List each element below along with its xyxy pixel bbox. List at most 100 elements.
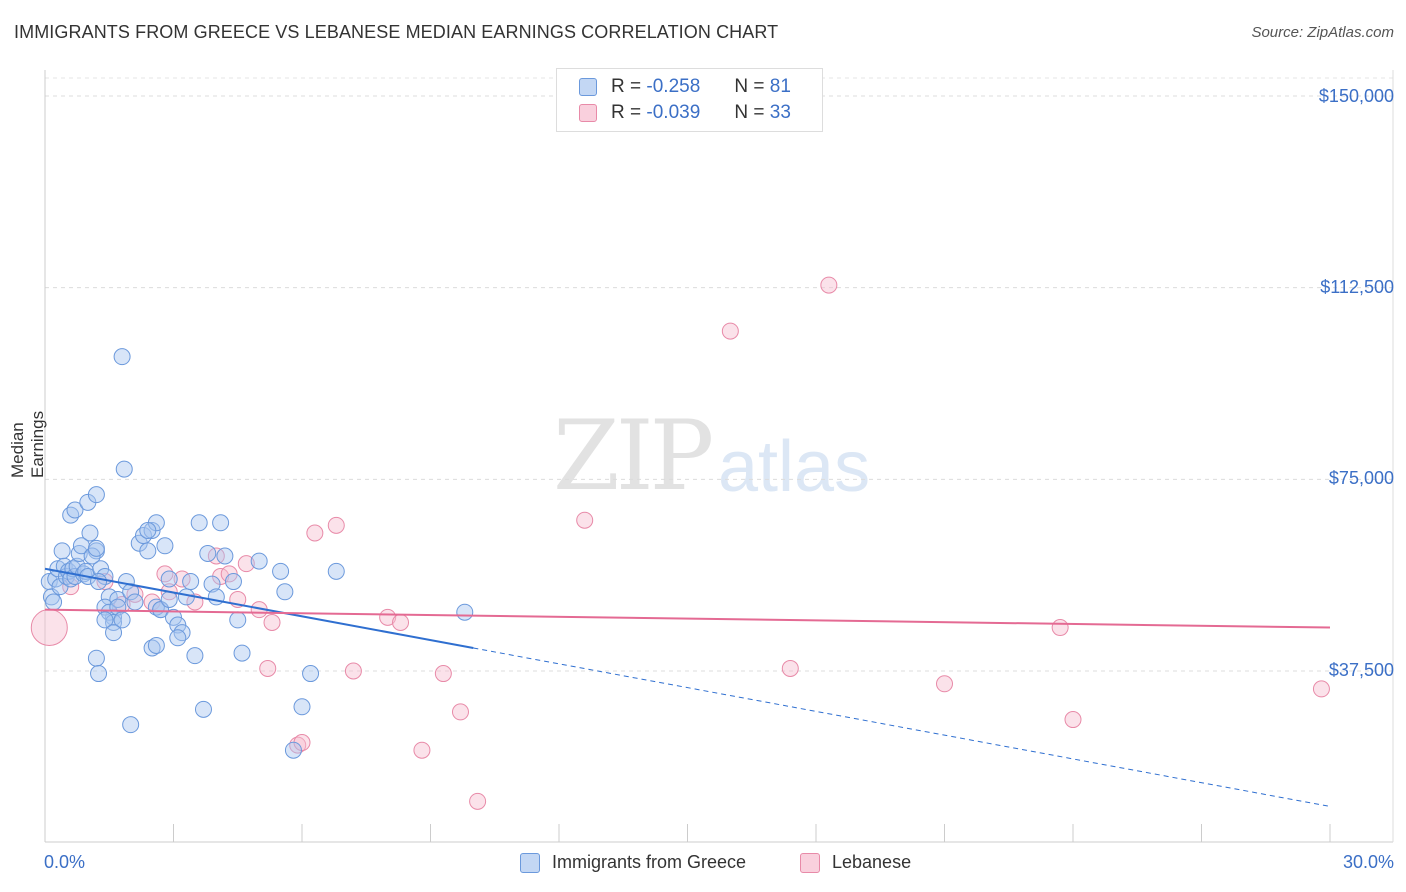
greece-point bbox=[327, 562, 345, 580]
watermark-atlas: atlas bbox=[718, 427, 871, 507]
greece-point bbox=[160, 590, 178, 608]
greece-point bbox=[302, 665, 320, 683]
greece-point bbox=[83, 547, 101, 565]
greece-point bbox=[160, 570, 178, 588]
lebanese-trend-line bbox=[44, 608, 1331, 629]
greece-point bbox=[147, 636, 165, 654]
greece-point bbox=[81, 524, 99, 542]
lebanese-point bbox=[392, 613, 410, 631]
greece-point bbox=[169, 629, 187, 647]
r-value: -0.258 bbox=[646, 76, 701, 97]
n-value: 33 bbox=[769, 102, 791, 123]
greece-point bbox=[156, 537, 174, 555]
greece-point bbox=[72, 537, 90, 555]
greece-point bbox=[96, 611, 114, 629]
lebanese-point bbox=[327, 516, 345, 534]
greece-point bbox=[113, 611, 131, 629]
greece-point bbox=[87, 649, 105, 667]
greece-point bbox=[90, 665, 108, 683]
greece-point bbox=[233, 644, 251, 662]
greece-point bbox=[456, 603, 474, 621]
greece-point bbox=[186, 647, 204, 665]
greece-point bbox=[100, 603, 118, 621]
greece-point bbox=[229, 611, 247, 629]
greece-swatch bbox=[520, 852, 540, 873]
lebanese-point bbox=[1051, 619, 1069, 637]
greece-swatch bbox=[579, 78, 597, 96]
greece-point bbox=[126, 593, 144, 611]
lebanese-point bbox=[379, 608, 397, 626]
legend-label-lebanese: Lebanese bbox=[832, 852, 912, 872]
greece-point bbox=[113, 348, 131, 366]
lebanese-point bbox=[344, 662, 362, 680]
lebanese-point bbox=[936, 675, 953, 693]
greece-point bbox=[66, 501, 84, 519]
n-label: N = bbox=[734, 76, 765, 97]
r-label: R = bbox=[611, 102, 642, 123]
chart-title: IMMIGRANTS FROM GREECE VS LEBANESE MEDIA… bbox=[14, 22, 779, 42]
greece-point bbox=[272, 562, 290, 580]
y-tick-label: $112,500 bbox=[1320, 277, 1394, 297]
greece-point bbox=[224, 573, 242, 591]
greece-point bbox=[87, 539, 105, 557]
lebanese-point bbox=[237, 555, 255, 573]
greece-point bbox=[293, 698, 311, 716]
x-max-label: 30.0% bbox=[1342, 852, 1394, 872]
greece-point bbox=[165, 608, 182, 626]
greece-point bbox=[203, 575, 221, 593]
source-label: Source: ZipAtlas.com bbox=[1251, 24, 1394, 41]
greece-point bbox=[284, 741, 302, 759]
n-value: 81 bbox=[769, 76, 791, 97]
greece-point bbox=[194, 700, 212, 718]
watermark-zip: ZIP bbox=[553, 400, 714, 512]
greece-point bbox=[216, 547, 234, 565]
greece-point bbox=[250, 552, 268, 570]
lebanese-point bbox=[263, 613, 281, 631]
legend-item-greece[interactable]: Immigrants from Greece bbox=[520, 852, 746, 873]
lebanese-point bbox=[451, 703, 469, 721]
legend-row-lebanese: R = -0.039 N = 33 bbox=[579, 100, 791, 126]
legend-row-greece: R = -0.258 N = 81 bbox=[579, 74, 791, 100]
legend-label-greece: Immigrants from Greece bbox=[552, 852, 747, 872]
lebanese-point bbox=[721, 322, 739, 340]
greece-point bbox=[45, 593, 63, 611]
r-value: -0.039 bbox=[646, 102, 701, 123]
greece-trend-line bbox=[44, 567, 474, 649]
r-label: R = bbox=[611, 76, 642, 97]
n-label: N = bbox=[734, 102, 765, 123]
greece-point bbox=[190, 514, 208, 532]
lebanese-point bbox=[820, 276, 838, 294]
greece-point bbox=[276, 583, 294, 601]
greece-point bbox=[92, 560, 110, 578]
legend-item-lebanese[interactable]: Lebanese bbox=[800, 852, 911, 873]
lebanese-point bbox=[1312, 680, 1330, 698]
lebanese-point bbox=[306, 524, 324, 542]
greece-point bbox=[115, 460, 133, 478]
y-tick-label: $37,500 bbox=[1328, 660, 1394, 680]
lebanese-point bbox=[1064, 711, 1082, 729]
greece-point bbox=[139, 542, 157, 560]
y-tick-label: $150,000 bbox=[1318, 86, 1394, 106]
greece-point bbox=[143, 521, 161, 539]
lebanese-point bbox=[469, 792, 487, 810]
greece-point bbox=[90, 573, 108, 591]
lebanese-point bbox=[781, 659, 799, 677]
greece-point bbox=[122, 716, 140, 734]
greece-point bbox=[105, 624, 123, 642]
lebanese-point bbox=[30, 609, 68, 647]
lebanese-point bbox=[220, 565, 238, 583]
lebanese-point bbox=[434, 665, 452, 683]
lebanese-swatch bbox=[579, 104, 597, 122]
greece-point bbox=[139, 521, 157, 539]
greece-point bbox=[87, 486, 105, 504]
greece-point bbox=[53, 542, 71, 560]
lebanese-point bbox=[576, 511, 594, 529]
lebanese-swatch bbox=[800, 852, 820, 873]
greece-point bbox=[212, 514, 230, 532]
y-axis-label: Median Earnings bbox=[8, 410, 47, 478]
series-legend: Immigrants from Greece Lebanese bbox=[0, 852, 1406, 876]
x-min-label: 0.0% bbox=[44, 852, 86, 872]
y-tick-label: $75,000 bbox=[1328, 468, 1394, 488]
lebanese-point bbox=[413, 741, 431, 759]
